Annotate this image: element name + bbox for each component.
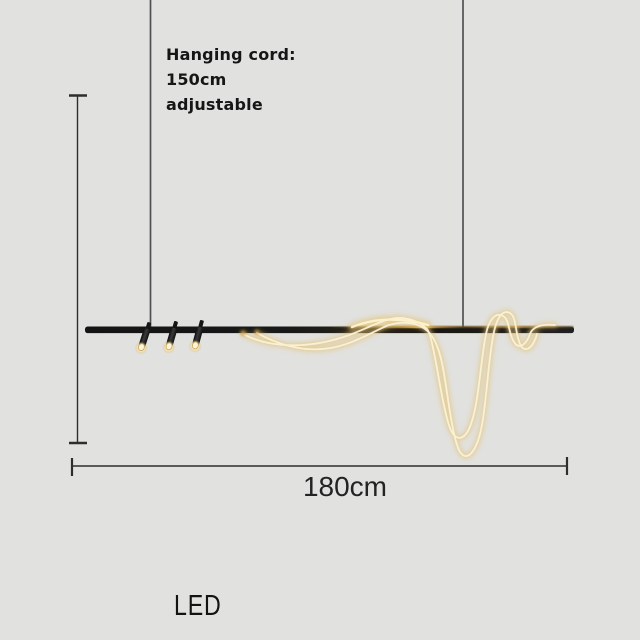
spotlight-2 [162,320,178,354]
led-strand-b-edge [255,310,539,458]
led-bar-blob-core [350,318,430,329]
led-strand-a-core [242,314,556,439]
spotlight-1 [134,322,152,355]
spotlight-tip [191,341,199,350]
hanging-cords [149,0,464,328]
spotlight-tip [165,342,173,351]
led-glint-2 [254,329,260,335]
pendant-bar [85,325,574,334]
led-strip-halo [240,309,558,459]
led-strip [240,309,558,459]
hanging-cord-annotation-line1: Hanging cord: [166,45,296,64]
led-strand-b-core [256,311,538,457]
led-attach-glints [240,329,260,336]
width-dimension-label: 180cm [302,471,388,502]
led-strand-a-halo [240,312,558,441]
width-dimension-line [70,457,569,476]
spotlights [134,319,204,355]
hanging-cord-annotation: Hanging cord: 150cm adjustable [166,42,296,117]
hanging-cord-annotation-line3: adjustable [166,95,263,114]
spotlight-tip [138,343,145,351]
led-label: LED [174,590,222,622]
led-strip-core [242,311,556,457]
led-glint-1 [240,330,246,336]
spotlight-3 [188,319,204,353]
hanging-cord-annotation-line2: 150cm [166,70,227,89]
height-dimension-line [69,94,87,445]
